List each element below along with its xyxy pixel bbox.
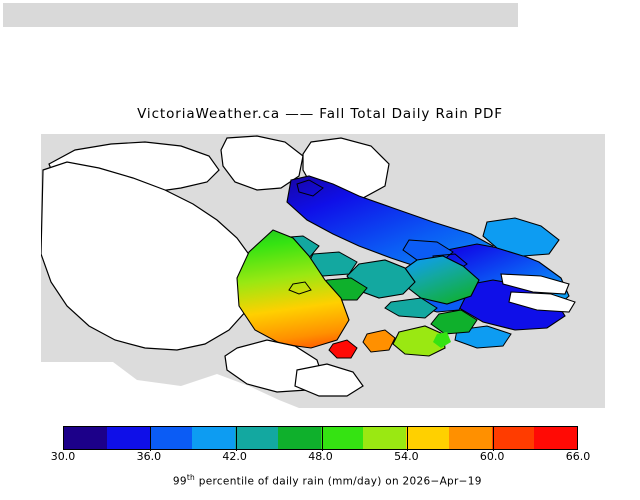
east-spit-white-2: [508, 291, 576, 313]
colorbar-tick-48: [321, 427, 323, 451]
colorbar-tick-label-66.0: 66.0: [565, 450, 591, 463]
colorbar-segment-1: [106, 427, 150, 449]
colorbar-segment-9: [448, 427, 492, 449]
colorbar-tick-60: [493, 427, 495, 451]
colorbar-tick-42: [235, 427, 237, 451]
caption-ordinal-suffix: th: [186, 473, 196, 482]
west-rain-outline: [236, 229, 350, 349]
central-rain-field: [270, 235, 480, 335]
north-central-island: [220, 135, 304, 191]
colorbar-segment-0: [64, 427, 107, 449]
weather-map-figure: VictoriaWeather.ca —— Fall Total Daily R…: [0, 3, 640, 488]
colorbar-segment-11: [534, 427, 577, 449]
caption-value: 99: [172, 475, 187, 488]
colorbar: [63, 426, 578, 451]
colorbar-tick-label-30.0: 30.0: [50, 450, 76, 463]
colorbar-segment-10: [491, 427, 535, 449]
colorbar-caption: 99th percentile of daily rain (mm/day) o…: [0, 461, 640, 500]
colorbar-segment-7: [363, 427, 406, 449]
map-plot-area: [41, 134, 605, 408]
colorbar-tick-labels: 30.0 36.0 42.0 48.0 54.0 60.0 66.0: [0, 450, 640, 464]
south-island-white: [294, 363, 364, 397]
off-domain-southwest: [41, 362, 299, 408]
colorbar-segment-4: [235, 427, 278, 449]
map-canvas: [41, 134, 605, 408]
colorbar-segment-8: [406, 427, 449, 449]
colorbar-segment-2: [149, 427, 193, 449]
landmass-group: [41, 135, 390, 351]
colorbar-tick-label-60.0: 60.0: [479, 450, 505, 463]
islet-lime-green-tip: [433, 332, 451, 348]
colorbar-segment-3: [192, 427, 235, 449]
figure-title: VictoriaWeather.ca —— Fall Total Daily R…: [137, 106, 503, 122]
colorbar-gradient: [63, 426, 578, 451]
colorbar-tick-label-54.0: 54.0: [394, 450, 419, 463]
colorbar-tick-54: [407, 427, 409, 451]
colorbar-tick-label-36.0: 36.0: [136, 450, 162, 463]
colorbar-tick-label-48.0: 48.0: [308, 450, 333, 463]
colorbar-tick-label-42.0: 42.0: [222, 450, 247, 463]
west-inland-lake: [288, 281, 312, 295]
colorbar-tick-36: [149, 427, 151, 451]
islet-orange: [362, 329, 396, 353]
colorbar-shadow: [3, 3, 518, 27]
islet-lime: [392, 325, 446, 357]
southern-islets: [328, 325, 451, 359]
east-spit-white: [500, 273, 570, 295]
south-mainland-group: [224, 273, 576, 397]
caption-text: percentile of daily rain (mm/day) on 202…: [195, 475, 482, 488]
islet-red: [328, 339, 358, 359]
colorbar-segment-6: [320, 427, 364, 449]
central-island-d: [430, 309, 478, 335]
east-island-upper: [482, 217, 560, 257]
colorbar-segment-5: [277, 427, 321, 449]
